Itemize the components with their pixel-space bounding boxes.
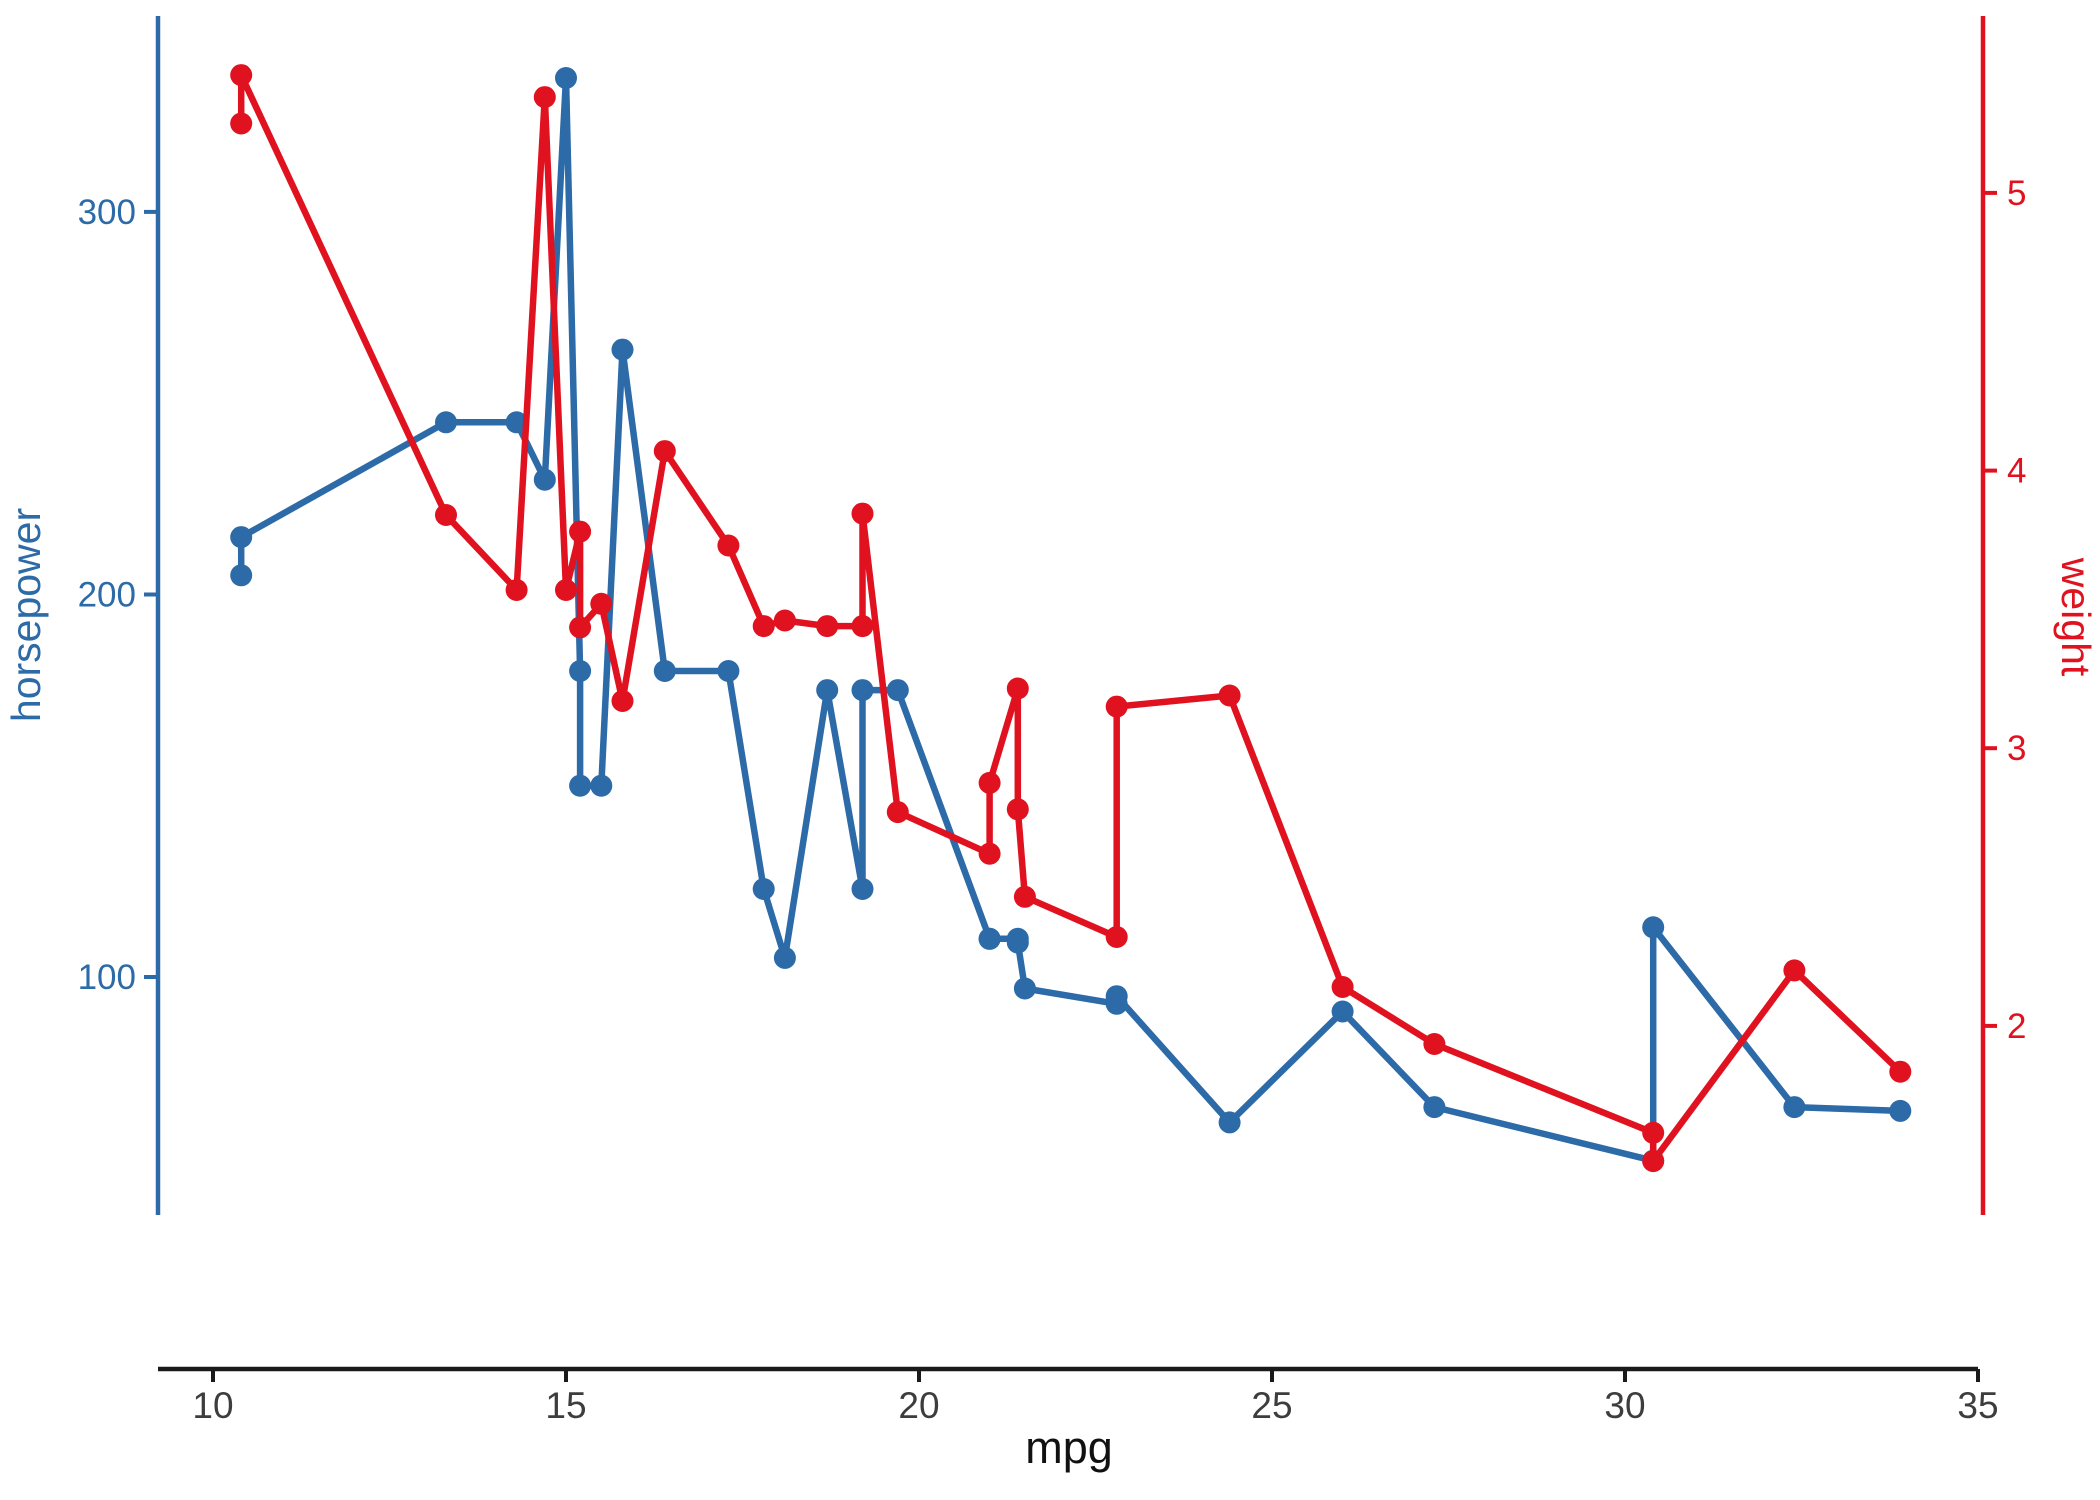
horsepower-point — [653, 660, 676, 682]
weight-point — [1331, 976, 1354, 998]
x-axis-title: mpg — [1025, 1422, 1113, 1473]
weight-point — [1889, 1060, 1912, 1083]
x-axis-tick-label: 30 — [1604, 1385, 1645, 1426]
weight-point — [1218, 684, 1241, 707]
horsepower-point — [569, 774, 592, 797]
weight-point — [816, 615, 839, 638]
weight-point — [230, 64, 253, 87]
weight-point — [590, 592, 613, 615]
x-axis-tick-label: 15 — [545, 1385, 586, 1426]
y-axis-left-tick-label: 200 — [78, 576, 136, 615]
horsepower-point — [435, 411, 457, 434]
horsepower-point — [816, 679, 839, 702]
y-axis-right-title: weight — [2053, 557, 2099, 677]
weight-point — [569, 616, 592, 639]
x-axis-tick-label: 35 — [1957, 1385, 1998, 1426]
weight-point — [1642, 1121, 1665, 1144]
weight-point — [773, 609, 796, 632]
weight-point — [1783, 959, 1806, 982]
weight-point — [1006, 798, 1029, 821]
horsepower-point — [773, 946, 796, 969]
weight-point — [1423, 1033, 1446, 1055]
weight-point — [505, 579, 528, 601]
horsepower-point — [717, 660, 740, 682]
y-axis-right-tick-label: 3 — [2007, 729, 2026, 768]
horsepower-point — [555, 67, 577, 89]
weight-point — [569, 520, 592, 543]
weight-point — [851, 615, 874, 638]
y-axis-right-tick-label: 2 — [2007, 1007, 2026, 1046]
horsepower-point — [230, 564, 253, 587]
horsepower-point — [1331, 1000, 1354, 1023]
horsepower-point — [505, 411, 528, 434]
weight-point — [978, 771, 1001, 794]
y-axis-right-tick-label: 5 — [2007, 174, 2026, 213]
horsepower-point — [1218, 1111, 1241, 1134]
weight-point — [555, 579, 577, 601]
weight-point — [653, 440, 676, 463]
horsepower-point — [569, 660, 592, 682]
y-axis-right-tick-label: 4 — [2007, 452, 2026, 491]
x-axis-tick-label: 20 — [898, 1385, 939, 1426]
weight-point — [851, 502, 874, 525]
horsepower-point — [611, 338, 634, 361]
weight-point — [1013, 885, 1036, 908]
weight-point — [1642, 1150, 1665, 1173]
weight-point — [1105, 695, 1128, 718]
horsepower-point — [1105, 985, 1128, 1008]
weight-point — [886, 801, 909, 824]
horsepower-point — [851, 878, 874, 900]
horsepower-point — [533, 468, 556, 491]
horsepower-point — [886, 679, 909, 702]
horsepower-point — [1013, 977, 1036, 1000]
weight-point — [611, 690, 634, 712]
horsepower-point — [1423, 1096, 1446, 1119]
chart-generated-layer: 10 15 20 25 30 35 100 200 300 2 3 4 5 — [78, 16, 2026, 1426]
weight-point — [533, 86, 556, 109]
weight-point — [230, 112, 253, 135]
x-axis-tick-label: 10 — [192, 1385, 233, 1426]
horsepower-point — [590, 774, 613, 797]
horsepower-point — [978, 927, 1001, 950]
weight-point — [752, 615, 775, 638]
horsepower-point — [752, 878, 775, 900]
weight-point — [1006, 677, 1029, 700]
y-axis-left-tick-label: 100 — [78, 958, 136, 997]
y-axis-left-title: horsepower — [3, 508, 49, 722]
horsepower-point — [1783, 1096, 1806, 1119]
horsepower-point — [230, 526, 253, 549]
weight-point — [978, 842, 1001, 865]
horsepower-point — [1006, 931, 1029, 954]
weight-point — [717, 534, 740, 557]
horsepower-point — [1642, 916, 1665, 939]
horsepower-point — [851, 679, 874, 702]
weight-point — [435, 504, 457, 526]
y-axis-left-tick-label: 300 — [78, 193, 136, 232]
horsepower-line — [237, 74, 1904, 1164]
weight-point — [1105, 926, 1128, 948]
horsepower-point — [1889, 1099, 1912, 1122]
x-axis-tick-label: 25 — [1251, 1385, 1292, 1426]
